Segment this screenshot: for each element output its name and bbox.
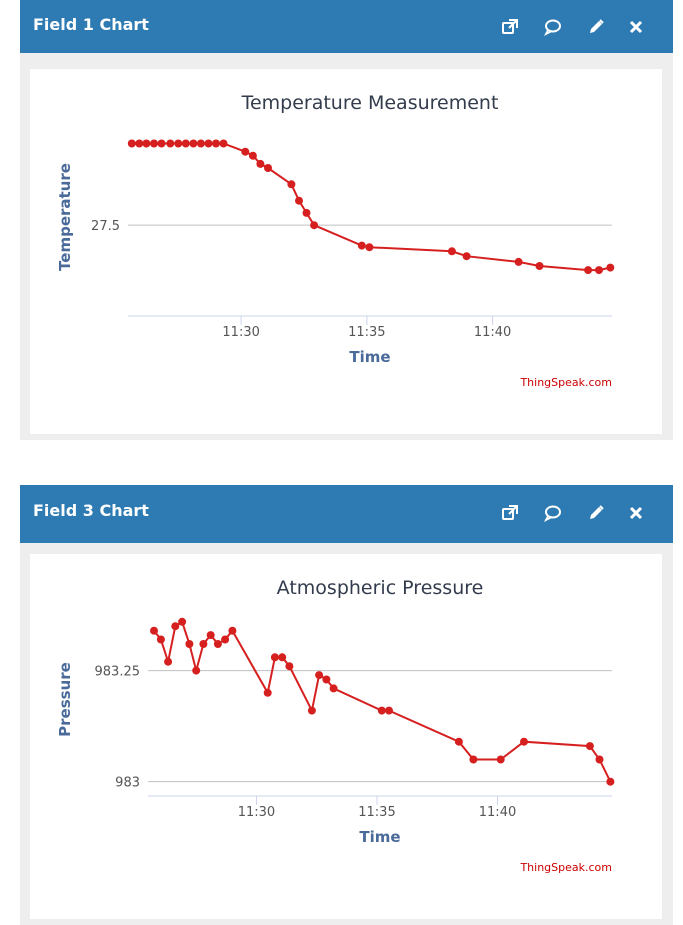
panel-title: Field 1 Chart bbox=[33, 15, 149, 34]
data-point[interactable] bbox=[322, 675, 331, 684]
data-point[interactable] bbox=[127, 139, 136, 148]
data-point[interactable] bbox=[241, 147, 250, 156]
credit-link[interactable]: ThingSpeak.com bbox=[519, 376, 612, 389]
y-axis-title: Temperature bbox=[56, 163, 74, 271]
x-tick-label: 11:40 bbox=[474, 325, 511, 340]
close-icon[interactable] bbox=[626, 503, 646, 523]
data-point[interactable] bbox=[595, 755, 604, 764]
data-point[interactable] bbox=[157, 139, 166, 148]
data-point[interactable] bbox=[295, 196, 303, 205]
data-point[interactable] bbox=[595, 266, 603, 275]
external-link-icon[interactable] bbox=[500, 17, 520, 37]
field-1-chart-panel: Field 1 Chart Temperature Measurement 27.… bbox=[20, 0, 673, 440]
data-point[interactable] bbox=[206, 631, 215, 640]
data-point[interactable] bbox=[150, 626, 158, 635]
y-tick-label: 983.25 bbox=[95, 665, 141, 680]
data-point[interactable] bbox=[454, 737, 463, 746]
data-point[interactable] bbox=[228, 626, 237, 635]
data-point[interactable] bbox=[278, 653, 287, 662]
x-tick-label: 11:40 bbox=[479, 805, 516, 820]
x-tick-label: 11:30 bbox=[238, 805, 275, 820]
data-point[interactable] bbox=[166, 139, 175, 148]
comment-icon[interactable] bbox=[543, 17, 563, 37]
pressure-chart: Atmospheric Pressure 983 983.25 11:30 11:35 1… bbox=[56, 577, 615, 874]
data-point[interactable] bbox=[248, 151, 257, 160]
data-point[interactable] bbox=[199, 640, 208, 648]
credit-link[interactable]: ThingSpeak.com bbox=[519, 861, 612, 874]
data-point[interactable] bbox=[584, 266, 593, 275]
data-point[interactable] bbox=[302, 208, 311, 217]
data-point[interactable] bbox=[385, 706, 393, 715]
chart-title: Temperature Measurement bbox=[241, 92, 499, 114]
data-point[interactable] bbox=[189, 139, 198, 148]
data-point[interactable] bbox=[185, 640, 194, 648]
data-point[interactable] bbox=[178, 617, 187, 626]
data-point[interactable] bbox=[256, 159, 265, 168]
data-point[interactable] bbox=[329, 684, 338, 693]
chart-area: Temperature Measurement 27.5 11:30 11:35 11:… bbox=[30, 69, 662, 434]
data-point[interactable] bbox=[174, 139, 183, 148]
data-point[interactable] bbox=[520, 737, 528, 746]
data-point[interactable] bbox=[264, 164, 272, 172]
chart-title: Atmospheric Pressure bbox=[277, 577, 484, 599]
temperature-chart: Temperature Measurement 27.5 11:30 11:35 11:… bbox=[56, 92, 615, 389]
data-point[interactable] bbox=[606, 263, 615, 272]
y-axis-title: Pressure bbox=[56, 662, 74, 737]
y-tick-label: 983 bbox=[115, 776, 140, 791]
close-icon[interactable] bbox=[626, 17, 646, 37]
data-point[interactable] bbox=[606, 777, 615, 786]
data-point[interactable] bbox=[447, 247, 456, 256]
x-tick-label: 11:35 bbox=[348, 325, 385, 340]
external-link-icon[interactable] bbox=[500, 503, 520, 523]
data-point[interactable] bbox=[204, 139, 213, 148]
data-point[interactable] bbox=[164, 657, 173, 666]
data-point[interactable] bbox=[135, 139, 144, 148]
data-point[interactable] bbox=[377, 706, 386, 715]
data-point[interactable] bbox=[212, 139, 220, 148]
data-point[interactable] bbox=[263, 688, 272, 697]
series-line bbox=[131, 142, 611, 272]
pencil-icon[interactable] bbox=[586, 17, 606, 37]
data-point[interactable] bbox=[307, 706, 316, 715]
data-point[interactable] bbox=[181, 139, 190, 148]
comment-icon[interactable] bbox=[543, 503, 563, 523]
data-point[interactable] bbox=[357, 241, 366, 250]
panel-title: Field 3 Chart bbox=[33, 501, 149, 520]
data-point[interactable] bbox=[462, 252, 471, 261]
data-point[interactable] bbox=[310, 221, 319, 230]
data-point[interactable] bbox=[196, 139, 205, 148]
data-point[interactable] bbox=[365, 243, 374, 252]
chart-area: Atmospheric Pressure 983 983.25 11:30 11:35 1… bbox=[30, 554, 662, 919]
series-line bbox=[153, 620, 612, 783]
data-point[interactable] bbox=[270, 653, 279, 662]
data-point[interactable] bbox=[221, 635, 230, 644]
data-point[interactable] bbox=[535, 262, 544, 270]
data-point[interactable] bbox=[315, 671, 324, 680]
panel-header: Field 3 Chart bbox=[20, 485, 673, 543]
data-point[interactable] bbox=[514, 257, 523, 266]
field-3-chart-panel: Field 3 Chart Atmospheric Pressure 983 983… bbox=[20, 485, 673, 925]
data-point[interactable] bbox=[150, 139, 158, 148]
data-point[interactable] bbox=[142, 139, 151, 148]
x-axis-title: Time bbox=[359, 828, 400, 846]
data-point[interactable] bbox=[156, 635, 165, 644]
data-point[interactable] bbox=[219, 139, 228, 148]
x-tick-label: 11:30 bbox=[222, 325, 259, 340]
x-tick-label: 11:35 bbox=[358, 805, 395, 820]
data-point[interactable] bbox=[171, 622, 180, 631]
data-point[interactable] bbox=[285, 662, 294, 671]
panel-header: Field 1 Chart bbox=[20, 0, 673, 53]
pencil-icon[interactable] bbox=[586, 503, 606, 523]
data-point[interactable] bbox=[213, 640, 222, 648]
y-tick-label: 27.5 bbox=[91, 219, 120, 234]
data-point[interactable] bbox=[469, 755, 478, 764]
x-axis-title: Time bbox=[349, 348, 390, 366]
data-point[interactable] bbox=[585, 742, 594, 751]
data-point[interactable] bbox=[192, 666, 201, 675]
data-point[interactable] bbox=[496, 755, 505, 764]
data-point[interactable] bbox=[287, 180, 296, 189]
